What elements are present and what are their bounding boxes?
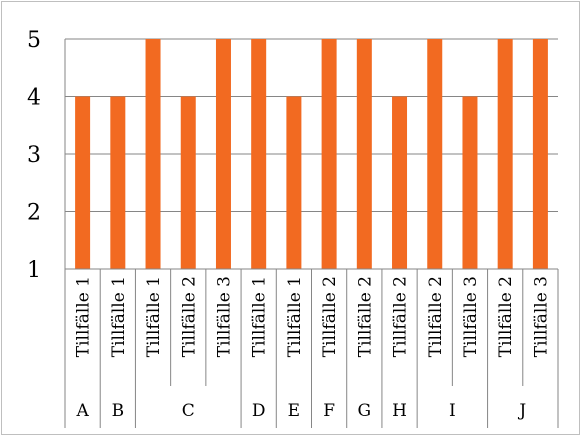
x-tick-label: Tillfälle 2 <box>391 276 411 357</box>
bar <box>462 96 478 269</box>
bars <box>75 39 548 269</box>
x-tick-label: Tillfälle 1 <box>109 276 129 357</box>
y-tick-label: 5 <box>27 28 41 53</box>
x-tick-label: Tillfälle 2 <box>355 276 375 357</box>
bar <box>145 39 161 269</box>
group-label: A <box>75 401 89 421</box>
y-tick-label: 3 <box>27 143 41 168</box>
x-tick-label: Tillfälle 2 <box>320 276 340 357</box>
x-tick-label: Tillfälle 3 <box>214 276 234 357</box>
bar <box>251 39 267 269</box>
group-label: E <box>288 401 300 421</box>
group-label: G <box>358 401 372 421</box>
group-label: D <box>252 401 266 421</box>
x-tick-label: Tillfälle 3 <box>461 276 481 357</box>
group-label: J <box>517 401 526 421</box>
bar <box>75 96 91 269</box>
bar <box>427 39 443 269</box>
bar <box>110 96 126 269</box>
x-tick-label: Tillfälle 2 <box>426 276 446 357</box>
x-axis-tick-labels: Tillfälle 1 Tillfälle 1 Tillfälle 1 Tillfäl… <box>74 276 552 357</box>
y-tick-label: 1 <box>27 258 41 283</box>
x-tick-label: Tillfälle 1 <box>144 276 164 357</box>
bar <box>321 39 337 269</box>
bar <box>392 96 408 269</box>
x-tick-label: Tillfälle 2 <box>496 276 516 357</box>
bar <box>497 39 513 269</box>
y-tick-label: 2 <box>27 201 41 226</box>
group-label: B <box>112 401 125 421</box>
y-tick-label: 4 <box>27 86 41 111</box>
group-label: I <box>449 401 456 421</box>
y-axis-tick-labels: 1 2 3 4 5 <box>27 28 41 283</box>
axes <box>64 39 559 428</box>
bar <box>286 96 302 269</box>
x-tick-label: Tillfälle 1 <box>74 276 94 357</box>
x-tick-label: Tillfälle 3 <box>531 276 551 357</box>
group-label: F <box>323 401 335 421</box>
bar <box>532 39 548 269</box>
x-tick-label: Tillfälle 2 <box>179 276 199 357</box>
bar <box>215 39 231 269</box>
bar <box>180 96 196 269</box>
bar <box>356 39 372 269</box>
x-tick-label: Tillfälle 1 <box>285 276 305 357</box>
x-tick-label: Tillfälle 1 <box>250 276 270 357</box>
group-label: H <box>392 401 407 421</box>
group-label: C <box>182 401 195 421</box>
